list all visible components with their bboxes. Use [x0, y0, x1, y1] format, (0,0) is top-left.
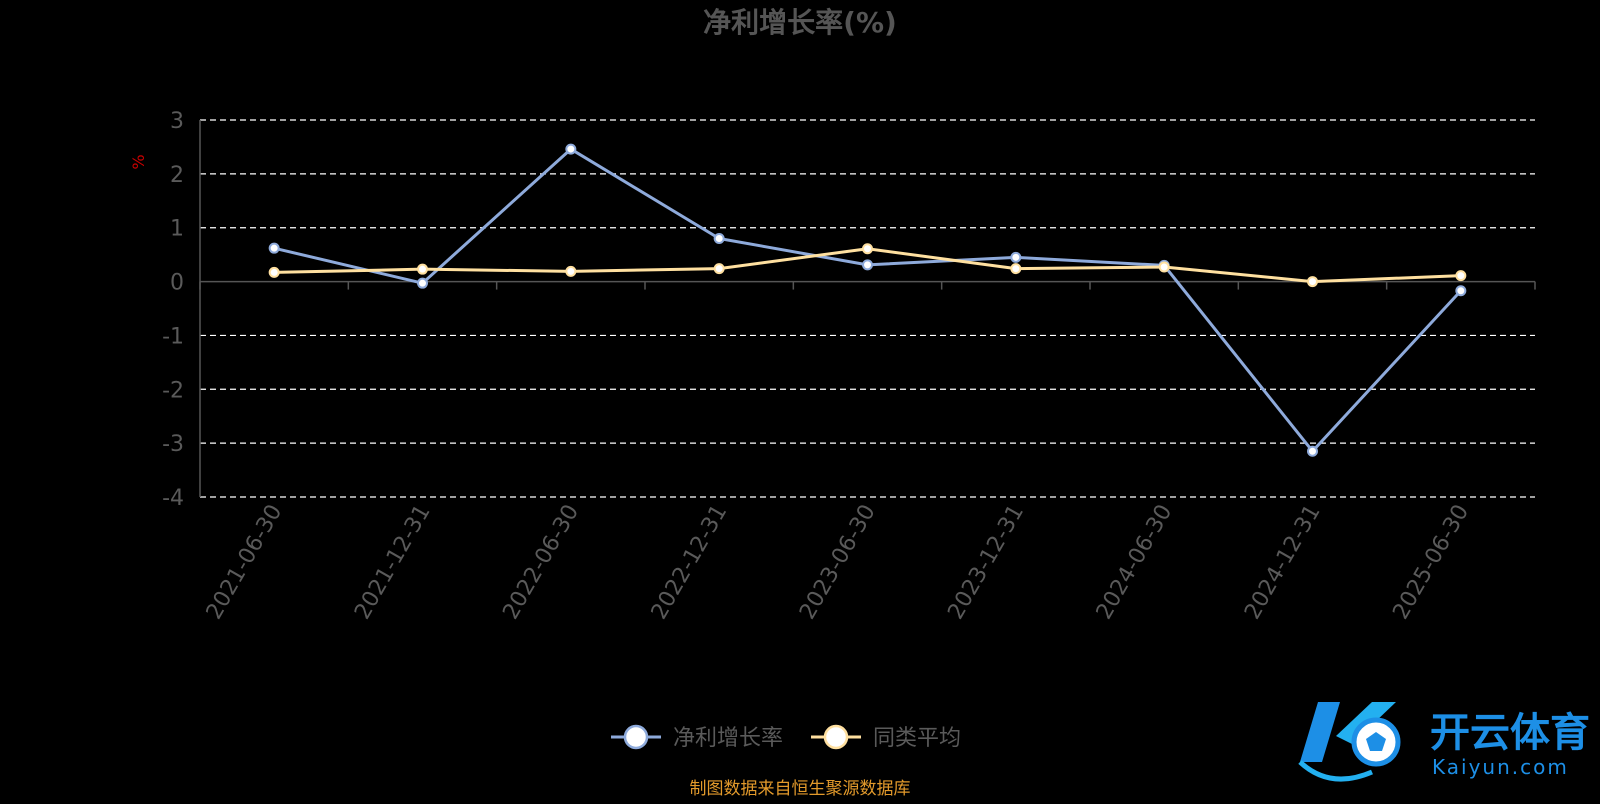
- legend-label: 同类平均: [873, 726, 961, 751]
- y-tick-label: 2: [170, 163, 184, 188]
- x-tick-label: 2021-06-30: [202, 501, 288, 624]
- data-point[interactable]: [268, 266, 280, 278]
- x-tick-label: 2023-06-30: [795, 501, 881, 624]
- x-tick-label: 2024-12-31: [1240, 501, 1326, 624]
- x-tick-label: 2024-06-30: [1092, 501, 1178, 624]
- y-tick-label: -3: [162, 432, 184, 457]
- axis-layer: 3 2 1 0 -1 -2 -3 -4 2021-06-30 2021-12-31 2022-06-…: [162, 109, 1536, 624]
- data-point[interactable]: [1455, 285, 1467, 297]
- data-point[interactable]: [1307, 276, 1318, 288]
- watermark-brand: 开云体育: [1430, 710, 1590, 756]
- series-line: [273, 147, 1462, 453]
- legend-item[interactable]: 净利增长率: [611, 724, 783, 751]
- data-point[interactable]: [268, 242, 280, 254]
- series-1: [268, 143, 1467, 457]
- x-tick-label: 2021-12-31: [350, 501, 436, 624]
- series-2: [268, 243, 1467, 288]
- data-point[interactable]: [713, 232, 725, 244]
- y-tick-label: -4: [162, 486, 184, 511]
- x-tick-label: 2023-12-31: [943, 500, 1029, 623]
- data-point[interactable]: [862, 259, 873, 271]
- x-tick-label: 2025-06-30: [1388, 501, 1474, 624]
- data-point[interactable]: [862, 243, 873, 255]
- y-axis-label: %: [129, 154, 148, 169]
- data-point[interactable]: [1010, 251, 1022, 263]
- data-point[interactable]: [1158, 261, 1170, 273]
- y-tick-label: 3: [170, 109, 184, 134]
- legend-marker: [823, 724, 849, 750]
- data-point[interactable]: [1010, 263, 1022, 275]
- data-point[interactable]: [417, 277, 428, 289]
- data-point[interactable]: [1455, 270, 1467, 282]
- x-tick-label: 2022-12-31: [647, 501, 733, 624]
- kaiyun-logo-icon: [1298, 702, 1401, 782]
- legend: 净利增长率 同类平均: [611, 724, 961, 751]
- data-point[interactable]: [565, 143, 577, 155]
- x-tick-label: 2022-06-30: [498, 501, 584, 624]
- y-tick-label: -2: [162, 378, 184, 403]
- legend-label: 净利增长率: [673, 726, 783, 751]
- grid-layer: [200, 119, 1535, 498]
- watermark-domain: Kaiyun.com: [1432, 755, 1569, 779]
- data-point[interactable]: [565, 265, 577, 277]
- legend-item[interactable]: 同类平均: [811, 724, 961, 751]
- series-layer: [268, 143, 1467, 457]
- y-tick-label: -1: [162, 324, 184, 349]
- y-tick-label: 0: [170, 271, 184, 296]
- kaiyun-watermark: 开云体育 Kaiyun.com: [1298, 702, 1590, 782]
- data-source-note: 制图数据来自恒生聚源数据库: [690, 779, 911, 799]
- data-point[interactable]: [417, 263, 428, 275]
- data-point[interactable]: [713, 263, 725, 275]
- chart-title: 净利增长率(%): [703, 6, 897, 39]
- y-tick-label: 1: [170, 217, 184, 242]
- legend-marker: [623, 724, 649, 750]
- data-point[interactable]: [1307, 445, 1318, 457]
